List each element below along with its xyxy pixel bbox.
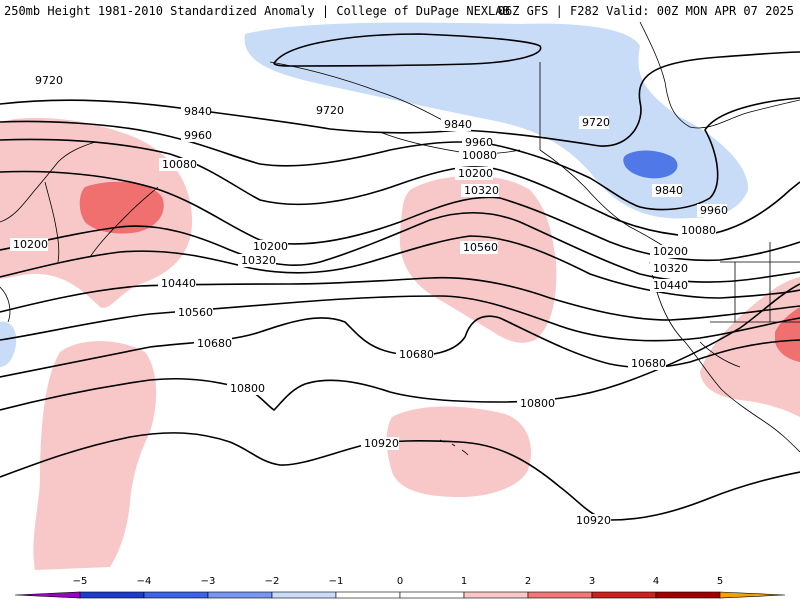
colorbar-swatch <box>655 591 721 599</box>
contour-label-9840: 9840 9840 9840 <box>181 105 683 197</box>
contour-label-10320: 10320 10320 10320 <box>238 184 688 275</box>
map-header: 250mb Height 1981-2010 Standardized Anom… <box>0 0 800 23</box>
contour-10560 <box>0 295 800 342</box>
contour-label: 10080 <box>462 149 497 162</box>
contour-label: 10560 <box>178 306 213 319</box>
contour-label: 9840 <box>655 184 683 197</box>
colorbar-swatches <box>14 591 786 599</box>
contour-label: 10800 <box>520 397 555 410</box>
contour-label-9960: 9960 9960 9960 <box>181 129 728 217</box>
colorbar-swatch <box>463 591 529 599</box>
anomaly-colorbar: −5 −4 −3 −2 −1 0 1 2 3 4 5 <box>14 576 786 599</box>
contour-label: 10920 <box>364 437 399 450</box>
contour-label-10080: 10080 10080 10080 <box>159 149 716 237</box>
contour-label: 10200 <box>653 245 688 258</box>
contour-label: 10080 <box>162 158 197 171</box>
contour-label: 9720 <box>582 116 610 129</box>
contour-label: 10440 <box>653 279 688 292</box>
contour-label: 9720 <box>35 74 63 87</box>
colorbar-tick-label: 4 <box>653 576 659 587</box>
colorbar-tick-labels: −5 −4 −3 −2 −1 0 1 2 3 4 5 <box>73 576 724 587</box>
contour-label: 10680 <box>197 337 232 350</box>
anomaly-pos2-mexico <box>775 307 800 362</box>
colorbar-swatch <box>719 591 786 599</box>
contour-10200 <box>0 211 800 283</box>
contour-label: 10440 <box>161 277 196 290</box>
colorbar-tick-label: 2 <box>525 576 531 587</box>
contour-label: 9960 <box>700 204 728 217</box>
colorbar-swatch <box>591 591 657 599</box>
anomaly-map: 9720 9720 9720 9840 9840 9840 9960 9960 … <box>0 22 800 570</box>
colorbar-swatch <box>143 591 209 599</box>
map-title: 250mb Height 1981-2010 Standardized Anom… <box>4 4 510 18</box>
contour-labels: 9720 9720 9720 9840 9840 9840 9960 9960 … <box>10 74 728 527</box>
colorbar-swatch <box>14 591 81 599</box>
negative-anomaly-areas <box>0 22 749 367</box>
colorbar-tick-label: −2 <box>265 576 280 587</box>
contour-10320 <box>0 235 800 299</box>
colorbar-swatch <box>79 591 145 599</box>
contour-label: 10800 <box>230 382 265 395</box>
colorbar-tick-label: −5 <box>73 576 88 587</box>
contour-10920 <box>0 432 800 521</box>
contour-label: 10920 <box>576 514 611 527</box>
model-run-info: 06Z GFS | F282 Valid: 00Z MON APR 07 202… <box>497 4 794 18</box>
contour-label-10440: 10440 10440 <box>158 277 688 292</box>
contour-label: 9960 <box>184 129 212 142</box>
contour-9720-west <box>273 33 542 67</box>
contour-label-10200: 10200 10200 10200 10200 <box>10 167 688 258</box>
colorbar-tick-label: −1 <box>329 576 344 587</box>
contour-label: 10200 <box>13 238 48 251</box>
contour-label-10920: 10920 10920 <box>361 437 611 527</box>
contour-label-10680: 10680 10680 10680 <box>194 337 666 370</box>
colorbar-swatch <box>399 591 465 599</box>
colorbar-swatch <box>271 591 337 599</box>
colorbar-tick-label: −4 <box>137 576 152 587</box>
contour-label: 10200 <box>458 167 493 180</box>
contour-label: 10200 <box>253 240 288 253</box>
colorbar-tick-label: −3 <box>201 576 216 587</box>
contour-label: 10320 <box>464 184 499 197</box>
contour-label: 10680 <box>631 357 666 370</box>
contour-label: 9960 <box>465 136 493 149</box>
contour-label: 10560 <box>463 241 498 254</box>
contour-10440 <box>0 276 800 321</box>
contour-label: 9840 <box>184 105 212 118</box>
contour-10080 <box>0 170 800 262</box>
colorbar-swatch <box>207 591 273 599</box>
anomaly-neg2-gulf <box>623 150 678 179</box>
anomaly-pos2-japan <box>79 181 164 234</box>
contour-label-10560: 10560 10560 <box>175 241 498 319</box>
colorbar-tick-label: 0 <box>397 576 403 587</box>
contour-label-9720: 9720 9720 9720 <box>32 74 610 129</box>
colorbar-tick-label: 3 <box>589 576 595 587</box>
contour-label: 10080 <box>681 224 716 237</box>
colorbar-swatch <box>527 591 593 599</box>
contour-label: 10320 <box>653 262 688 275</box>
contour-label-10800: 10800 10800 <box>227 382 555 410</box>
contour-label: 10320 <box>241 254 276 267</box>
colorbar-swatch <box>335 591 401 599</box>
anomaly-neg1-alaska <box>244 22 749 219</box>
contour-9720-east <box>0 51 800 147</box>
contour-label: 9840 <box>444 118 472 131</box>
contour-label: 10680 <box>399 348 434 361</box>
contour-10800 <box>0 283 800 412</box>
anomaly-pos1-hawaii <box>386 406 532 497</box>
anomaly-pos1-mexico <box>700 277 800 417</box>
colorbar-tick-label: 1 <box>461 576 467 587</box>
colorbar-tick-label: 5 <box>717 576 723 587</box>
coastlines <box>0 22 800 456</box>
anomaly-pos1-westpac <box>33 341 157 570</box>
contour-label: 9720 <box>316 104 344 117</box>
anomaly-neg1-west <box>0 321 17 367</box>
